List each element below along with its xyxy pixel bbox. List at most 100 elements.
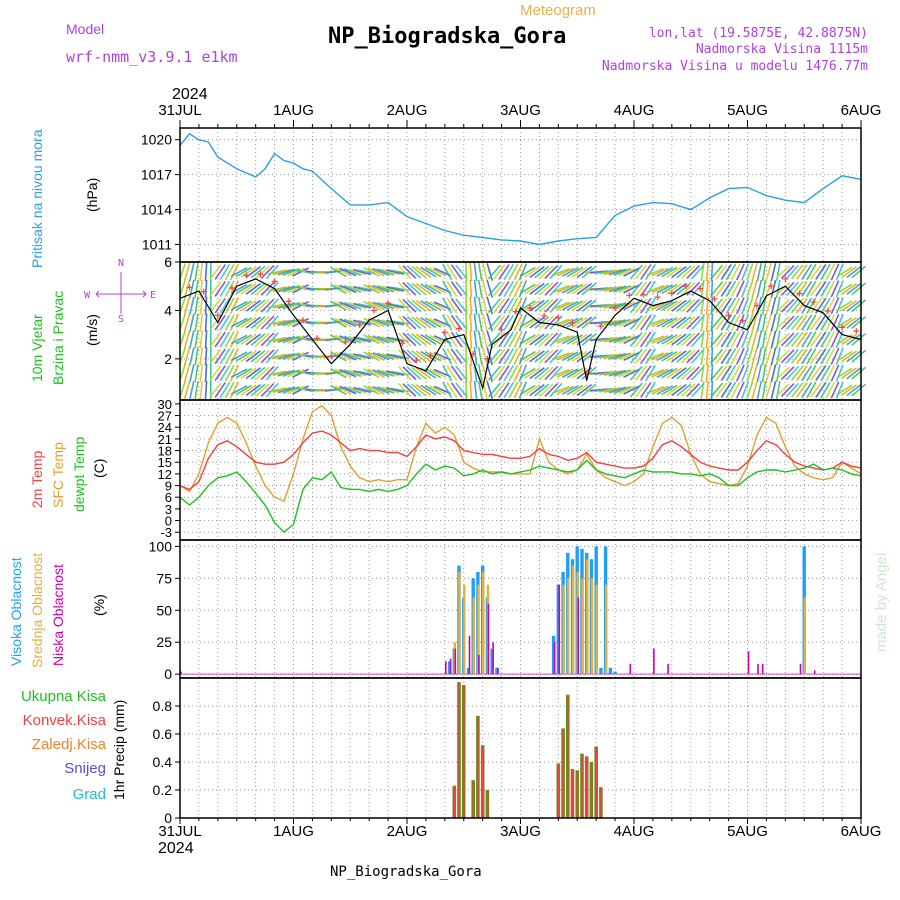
wind-arrow [646, 385, 664, 395]
wind-arrow [623, 368, 641, 378]
wind-arrow [846, 282, 862, 295]
cloud-high-bar [551, 635, 556, 675]
wind-arrow [363, 283, 380, 294]
wind-arrow [651, 351, 669, 361]
wind-arrow [534, 299, 550, 313]
top-time-axis: 31JUL 1AUG 2AUG 3AUG 4AUG 5AUG 6AUG [158, 102, 881, 128]
wind-arrow [455, 365, 468, 381]
wind-arrow [552, 335, 570, 344]
wind-arrow [519, 334, 536, 345]
cloud-low-bar [761, 663, 764, 675]
temp-ytick-label: 27 [158, 409, 172, 424]
wind-arrow [681, 265, 696, 279]
cloud-low-bar [577, 597, 580, 675]
wind-arrow [330, 266, 347, 278]
wind-arrow [730, 331, 741, 348]
wind-arrow [265, 382, 279, 398]
gust-mark [214, 312, 221, 319]
wind-arrow [810, 382, 823, 398]
wind-arrow [645, 331, 656, 348]
wind-arrow [681, 299, 696, 313]
precip-conv-bar [562, 731, 564, 818]
wind-arrow [455, 331, 468, 347]
cloud-mid-bar [472, 597, 475, 675]
wind-arrow [486, 296, 494, 315]
wind-arrow [705, 364, 709, 383]
wind-arrow [735, 297, 745, 315]
wind-arrow [796, 314, 808, 331]
wind-arrow [255, 332, 270, 347]
pressure-ytick-label: 1011 [142, 237, 172, 253]
precip-legend-conv: Konvek.Kisa [23, 712, 107, 729]
wind-arrow [651, 267, 669, 277]
wind-arrow [324, 286, 343, 291]
wind-arrow [671, 282, 687, 295]
wind-arrow [730, 381, 741, 399]
wind-arrow [825, 280, 836, 298]
bottom-day-label: 31JUL [158, 823, 201, 840]
wind-arrow [820, 381, 831, 399]
cloud-high-bar [495, 667, 499, 675]
precip-conv-bar [472, 780, 474, 818]
cloud-ytick-label: 25 [156, 634, 172, 650]
wind-arrow [524, 283, 541, 295]
wind-arrow [770, 381, 777, 399]
wind-arrow [493, 314, 506, 331]
wind-arrow [561, 300, 579, 311]
wind-arrow [676, 316, 692, 329]
wind-arrow [561, 283, 579, 294]
wind-arrow [324, 320, 343, 325]
wind-arrow [343, 352, 362, 361]
precip-conv-bar [482, 748, 484, 818]
wind-arrow [571, 350, 588, 362]
wind-arrow [415, 299, 432, 312]
wind-arrow [775, 349, 791, 363]
wind-arrow [634, 281, 648, 297]
wind-arrow [406, 366, 422, 380]
gust-mark [243, 272, 250, 279]
wind-arrow [255, 315, 270, 330]
wind-arrow [245, 367, 261, 380]
wind-arrow [640, 314, 652, 331]
wind-arrow [398, 365, 412, 381]
wind-arrow [529, 282, 545, 295]
wind-arrow [661, 367, 678, 379]
wind-arrow [623, 317, 641, 328]
wind-arrow [830, 364, 840, 382]
wind-arrow [477, 313, 483, 332]
wind-arrow [498, 331, 510, 348]
wind-arrow [806, 280, 817, 298]
cloud-ytick-label: 100 [149, 538, 173, 554]
wind-arrow [629, 348, 643, 364]
wind-arrow [209, 365, 222, 381]
wind-arrow [608, 335, 627, 343]
temp-ytick-label: 3 [165, 502, 172, 517]
wind-arrow [265, 298, 279, 314]
cloud-label-mid: Srednja Oblacnost [29, 553, 45, 668]
wind-arrow [199, 263, 204, 281]
precip-unit: 1hr Precip (mm) [111, 700, 127, 800]
model-label: Model [66, 21, 104, 37]
wind-arrow [608, 369, 627, 377]
cloud-high-bar [613, 671, 617, 675]
wind-arrow [411, 383, 427, 397]
wind-arrow [465, 330, 468, 349]
wind-arrow [705, 313, 709, 332]
wind-arrow [746, 296, 754, 315]
pressure-line [179, 132, 862, 246]
wind-arrow [666, 350, 683, 362]
wind-arrow [363, 384, 380, 396]
wind-arrow [835, 364, 844, 382]
wind-arrow [518, 297, 528, 315]
wind-arrow [477, 381, 483, 399]
wind-arrow [230, 317, 248, 328]
wind-arrow [277, 285, 296, 293]
wind-arrow [348, 386, 367, 394]
wind-arrow [469, 296, 473, 315]
wind-arrow [720, 264, 732, 280]
wind-arrow [204, 262, 208, 282]
wind-arrow [720, 348, 732, 365]
wind-arrow [487, 382, 501, 398]
wind-arrow [666, 384, 683, 396]
compass-arrows [95, 272, 147, 314]
